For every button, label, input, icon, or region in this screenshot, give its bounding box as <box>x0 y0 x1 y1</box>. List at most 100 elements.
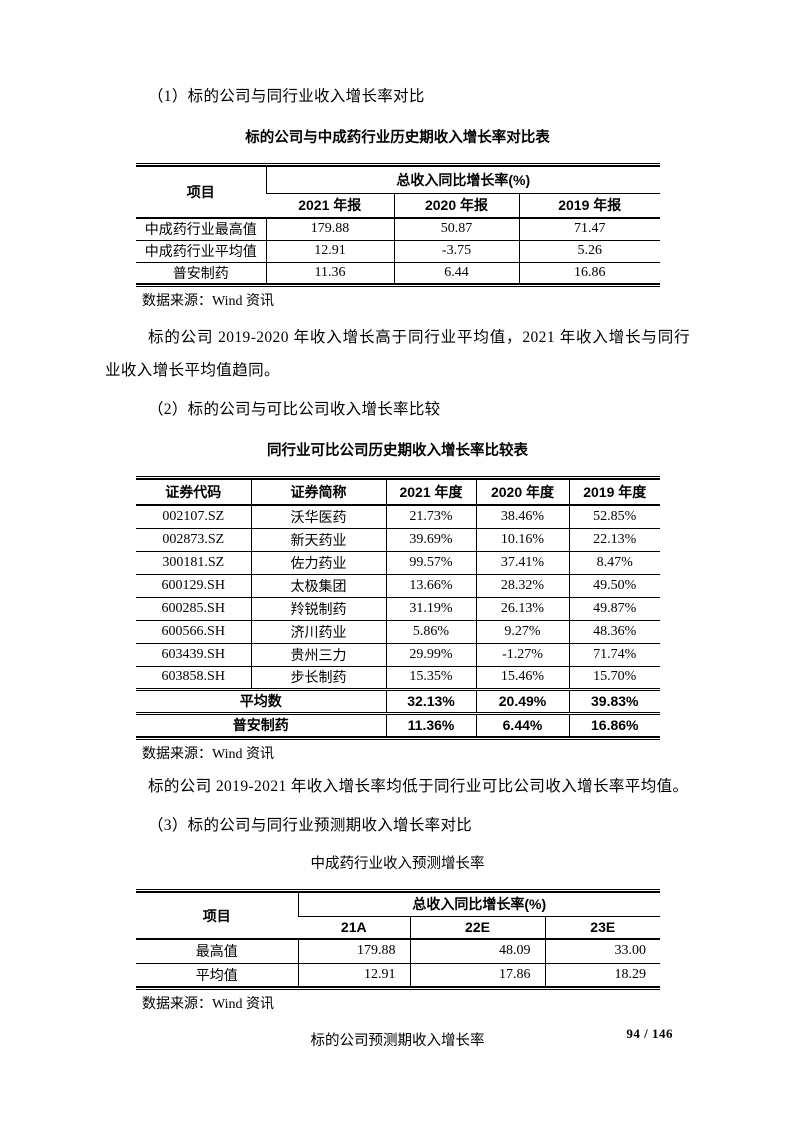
cell-value: 28.32% <box>475 574 569 598</box>
page-number: 94 / 146 <box>626 1026 673 1041</box>
row-label: 平均数 <box>136 687 386 714</box>
table-row: 603439.SH 贵州三力 29.99% -1.27% 71.74% <box>136 643 660 667</box>
cell-value: 22.13% <box>568 528 660 552</box>
table-1-col-item: 项目 <box>136 166 266 219</box>
paragraph-2: 标的公司 2019-2021 年收入增长率均低于同行业可比公司收入增长率平均值。 <box>148 778 689 795</box>
cell-value: 10.16% <box>475 528 569 552</box>
table-2-col-2020: 2020 年度 <box>475 479 569 506</box>
table-row: 600285.SH 羚锐制药 31.19% 26.13% 49.87% <box>136 597 660 621</box>
table-row: 002873.SZ 新天药业 39.69% 10.16% 22.13% <box>136 528 660 552</box>
cell-value: 48.36% <box>568 620 660 644</box>
row-label: 普安制药 <box>172 266 229 282</box>
table-2: 证券代码 证券简称 2021 年度 2020 年度 2019 年度 002107… <box>136 476 660 740</box>
cell-value: 50.87 <box>393 218 519 241</box>
cell-value: 15.70% <box>568 666 660 690</box>
table-row: 600566.SH 济川药业 5.86% 9.27% 48.36% <box>136 620 660 644</box>
table-1-title: 标的公司与中成药行业历史期收入增长率对比表 <box>245 130 550 146</box>
cell-code: 002873.SZ <box>136 528 251 552</box>
cell-value: 32.13% <box>385 687 476 714</box>
cell-value: 17.86 <box>409 963 545 987</box>
cell-value: 5.86% <box>385 620 476 644</box>
cell-value: 71.47 <box>518 218 660 241</box>
cell-code: 600129.SH <box>136 574 251 598</box>
cell-code: 600285.SH <box>136 597 251 621</box>
section-1-heading: （1）标的公司与同行业收入增长率对比 <box>148 88 425 105</box>
cell-value: -1.27% <box>475 643 569 667</box>
cell-code: 600566.SH <box>136 620 251 644</box>
table-row: 普安制药 11.36 6.44 16.86 <box>136 262 660 284</box>
table-3-group-header: 总收入同比增长率(%) <box>297 892 660 917</box>
cell-value: 6.44 <box>393 262 519 284</box>
table-1-source: 数据来源：Wind 资讯 <box>142 294 275 309</box>
section-2-heading: （2）标的公司与可比公司收入增长率比较 <box>148 401 441 418</box>
table-1-group-header: 总收入同比增长率(%) <box>265 166 660 194</box>
paragraph-1: 标的公司 2019-2020 年收入增长高于同行业平均值，2021 年收入增长与… <box>105 329 690 379</box>
cell-value: 39.69% <box>385 528 476 552</box>
cell-name: 步长制药 <box>250 666 386 690</box>
cell-value: 12.91 <box>297 963 410 987</box>
cell-name: 太极集团 <box>250 574 386 598</box>
cell-name: 羚锐制药 <box>250 597 386 621</box>
cell-value: 52.85% <box>568 505 660 529</box>
row-label: 最高值 <box>136 939 298 964</box>
table-row: 最高值 179.88 48.09 33.00 <box>136 939 660 964</box>
table-target-row: 普安制药 11.36% 6.44% 16.86% <box>136 711 660 737</box>
cell-value: 15.46% <box>475 666 569 690</box>
table-1-col-2021: 2021 年报 <box>266 193 394 219</box>
row-label: 中成药行业最高值 <box>136 218 266 241</box>
cell-value: 31.19% <box>385 597 476 621</box>
section-3-heading: （3）标的公司与同行业预测期收入增长率对比 <box>148 817 473 834</box>
table-2-col-name: 证券简称 <box>250 479 386 506</box>
cell-value: 21.73% <box>385 505 476 529</box>
table-3-caption-above: 中成药行业收入预测增长率 <box>310 856 485 872</box>
table-3-col-23e: 23E <box>544 916 660 940</box>
table-2-title: 同行业可比公司历史期收入增长率比较表 <box>267 443 528 459</box>
cell-value: 38.46% <box>475 505 569 529</box>
table-row: 002107.SZ 沃华医药 21.73% 38.46% 52.85% <box>136 505 660 529</box>
table-row: 中成药行业平均值 12.91 -3.75 5.26 <box>136 240 660 263</box>
row-label: 平均值 <box>195 968 238 984</box>
table-row: 300181.SZ 佐力药业 99.57% 37.41% 8.47% <box>136 551 660 575</box>
cell-code: 603439.SH <box>136 643 251 667</box>
row-label: 普安制药 <box>136 711 386 737</box>
cell-value: 13.66% <box>385 574 476 598</box>
cell-name: 新天药业 <box>250 528 386 552</box>
cell-value: 49.87% <box>568 597 660 621</box>
cell-value: 39.83% <box>568 687 660 714</box>
table-row: 中成药行业最高值 179.88 50.87 71.47 <box>136 218 660 241</box>
cell-name: 贵州三力 <box>250 643 386 667</box>
cell-code: 002107.SZ <box>136 505 251 529</box>
table-3-col-22e: 22E <box>409 916 545 940</box>
cell-value: 48.09 <box>409 939 545 964</box>
cell-value: 9.27% <box>475 620 569 644</box>
table-1: 项目 总收入同比增长率(%) 2021 年报 2020 年报 2019 年报 中… <box>136 163 660 287</box>
table-row: 603858.SH 步长制药 15.35% 15.46% 15.70% <box>136 666 660 690</box>
cell-value: 11.36 <box>265 262 394 284</box>
cell-value: -3.75 <box>393 240 519 263</box>
table-3-col-item: 项目 <box>136 892 298 940</box>
cell-value: 15.35% <box>385 666 476 690</box>
table-2-source: 数据来源：Wind 资讯 <box>142 747 275 762</box>
cell-value: 12.91 <box>265 240 394 263</box>
table-row: 600129.SH 太极集团 13.66% 28.32% 49.50% <box>136 574 660 598</box>
cell-value: 6.44% <box>475 711 569 737</box>
cell-value: 18.29 <box>544 963 660 987</box>
table-3-col-21a: 21A <box>298 916 410 940</box>
cell-code: 603858.SH <box>136 666 251 690</box>
cell-value: 49.50% <box>568 574 660 598</box>
page-content: （1）标的公司与同行业收入增长率对比 标的公司与中成药行业历史期收入增长率对比表… <box>105 88 690 1049</box>
table-2-col-2021: 2021 年度 <box>385 479 476 506</box>
table-row: 平均值 12.91 17.86 18.29 <box>136 963 660 987</box>
table-3: 项目 总收入同比增长率(%) 21A 22E 23E 最高值 179.88 48… <box>136 889 660 990</box>
cell-value: 29.99% <box>385 643 476 667</box>
table-1-col-2019: 2019 年报 <box>518 193 660 219</box>
cell-value: 26.13% <box>475 597 569 621</box>
table-2-col-code: 证券代码 <box>136 479 251 506</box>
cell-value: 16.86% <box>568 711 660 737</box>
cell-value: 71.74% <box>568 643 660 667</box>
table-1-col-2020: 2020 年报 <box>393 193 519 219</box>
cell-name: 济川药业 <box>250 620 386 644</box>
table-average-row: 平均数 32.13% 20.49% 39.83% <box>136 687 660 714</box>
row-label: 中成药行业平均值 <box>136 240 266 263</box>
